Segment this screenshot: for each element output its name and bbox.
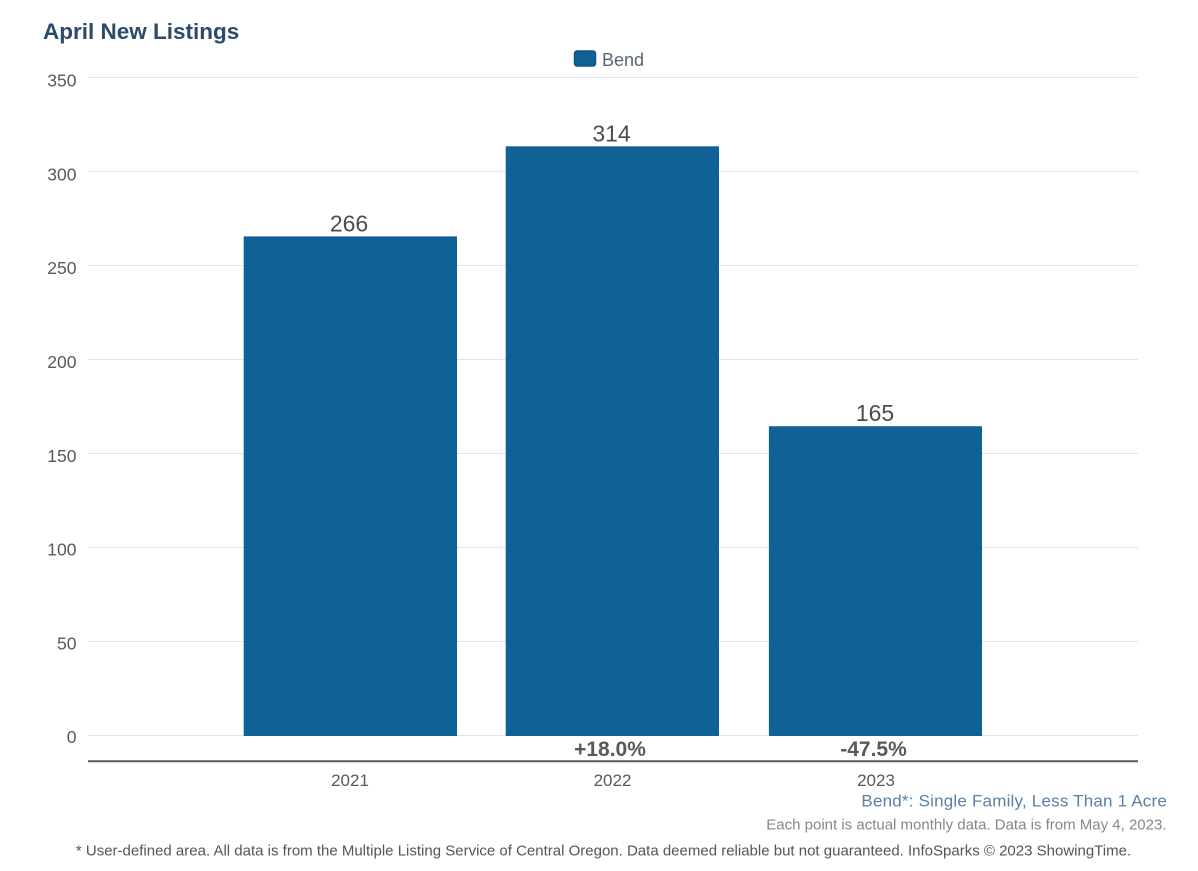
svg-text:+18.0%: +18.0% [574,738,646,761]
svg-text:200: 200 [47,352,76,372]
svg-text:* User-defined area. All data: * User-defined area. All data is from th… [76,843,1131,860]
svg-text:50: 50 [57,633,77,653]
svg-text:Each point is actual monthly d: Each point is actual monthly data. Data … [766,817,1166,834]
svg-text:2021: 2021 [331,771,369,790]
svg-text:350: 350 [47,71,76,91]
svg-text:Bend: Bend [602,50,644,70]
svg-text:314: 314 [592,121,631,147]
svg-text:300: 300 [47,164,76,184]
svg-text:165: 165 [856,400,894,426]
svg-text:266: 266 [330,211,368,237]
svg-text:2022: 2022 [594,771,632,790]
svg-text:250: 250 [47,258,76,278]
svg-text:150: 150 [47,446,76,466]
svg-text:2023: 2023 [857,771,895,790]
svg-text:April New Listings: April New Listings [43,19,239,44]
svg-text:0: 0 [67,727,77,747]
svg-text:100: 100 [47,540,76,560]
svg-text:-47.5%: -47.5% [840,738,907,761]
svg-text:Bend*: Single Family, Less Tha: Bend*: Single Family, Less Than 1 Acre [861,792,1167,811]
